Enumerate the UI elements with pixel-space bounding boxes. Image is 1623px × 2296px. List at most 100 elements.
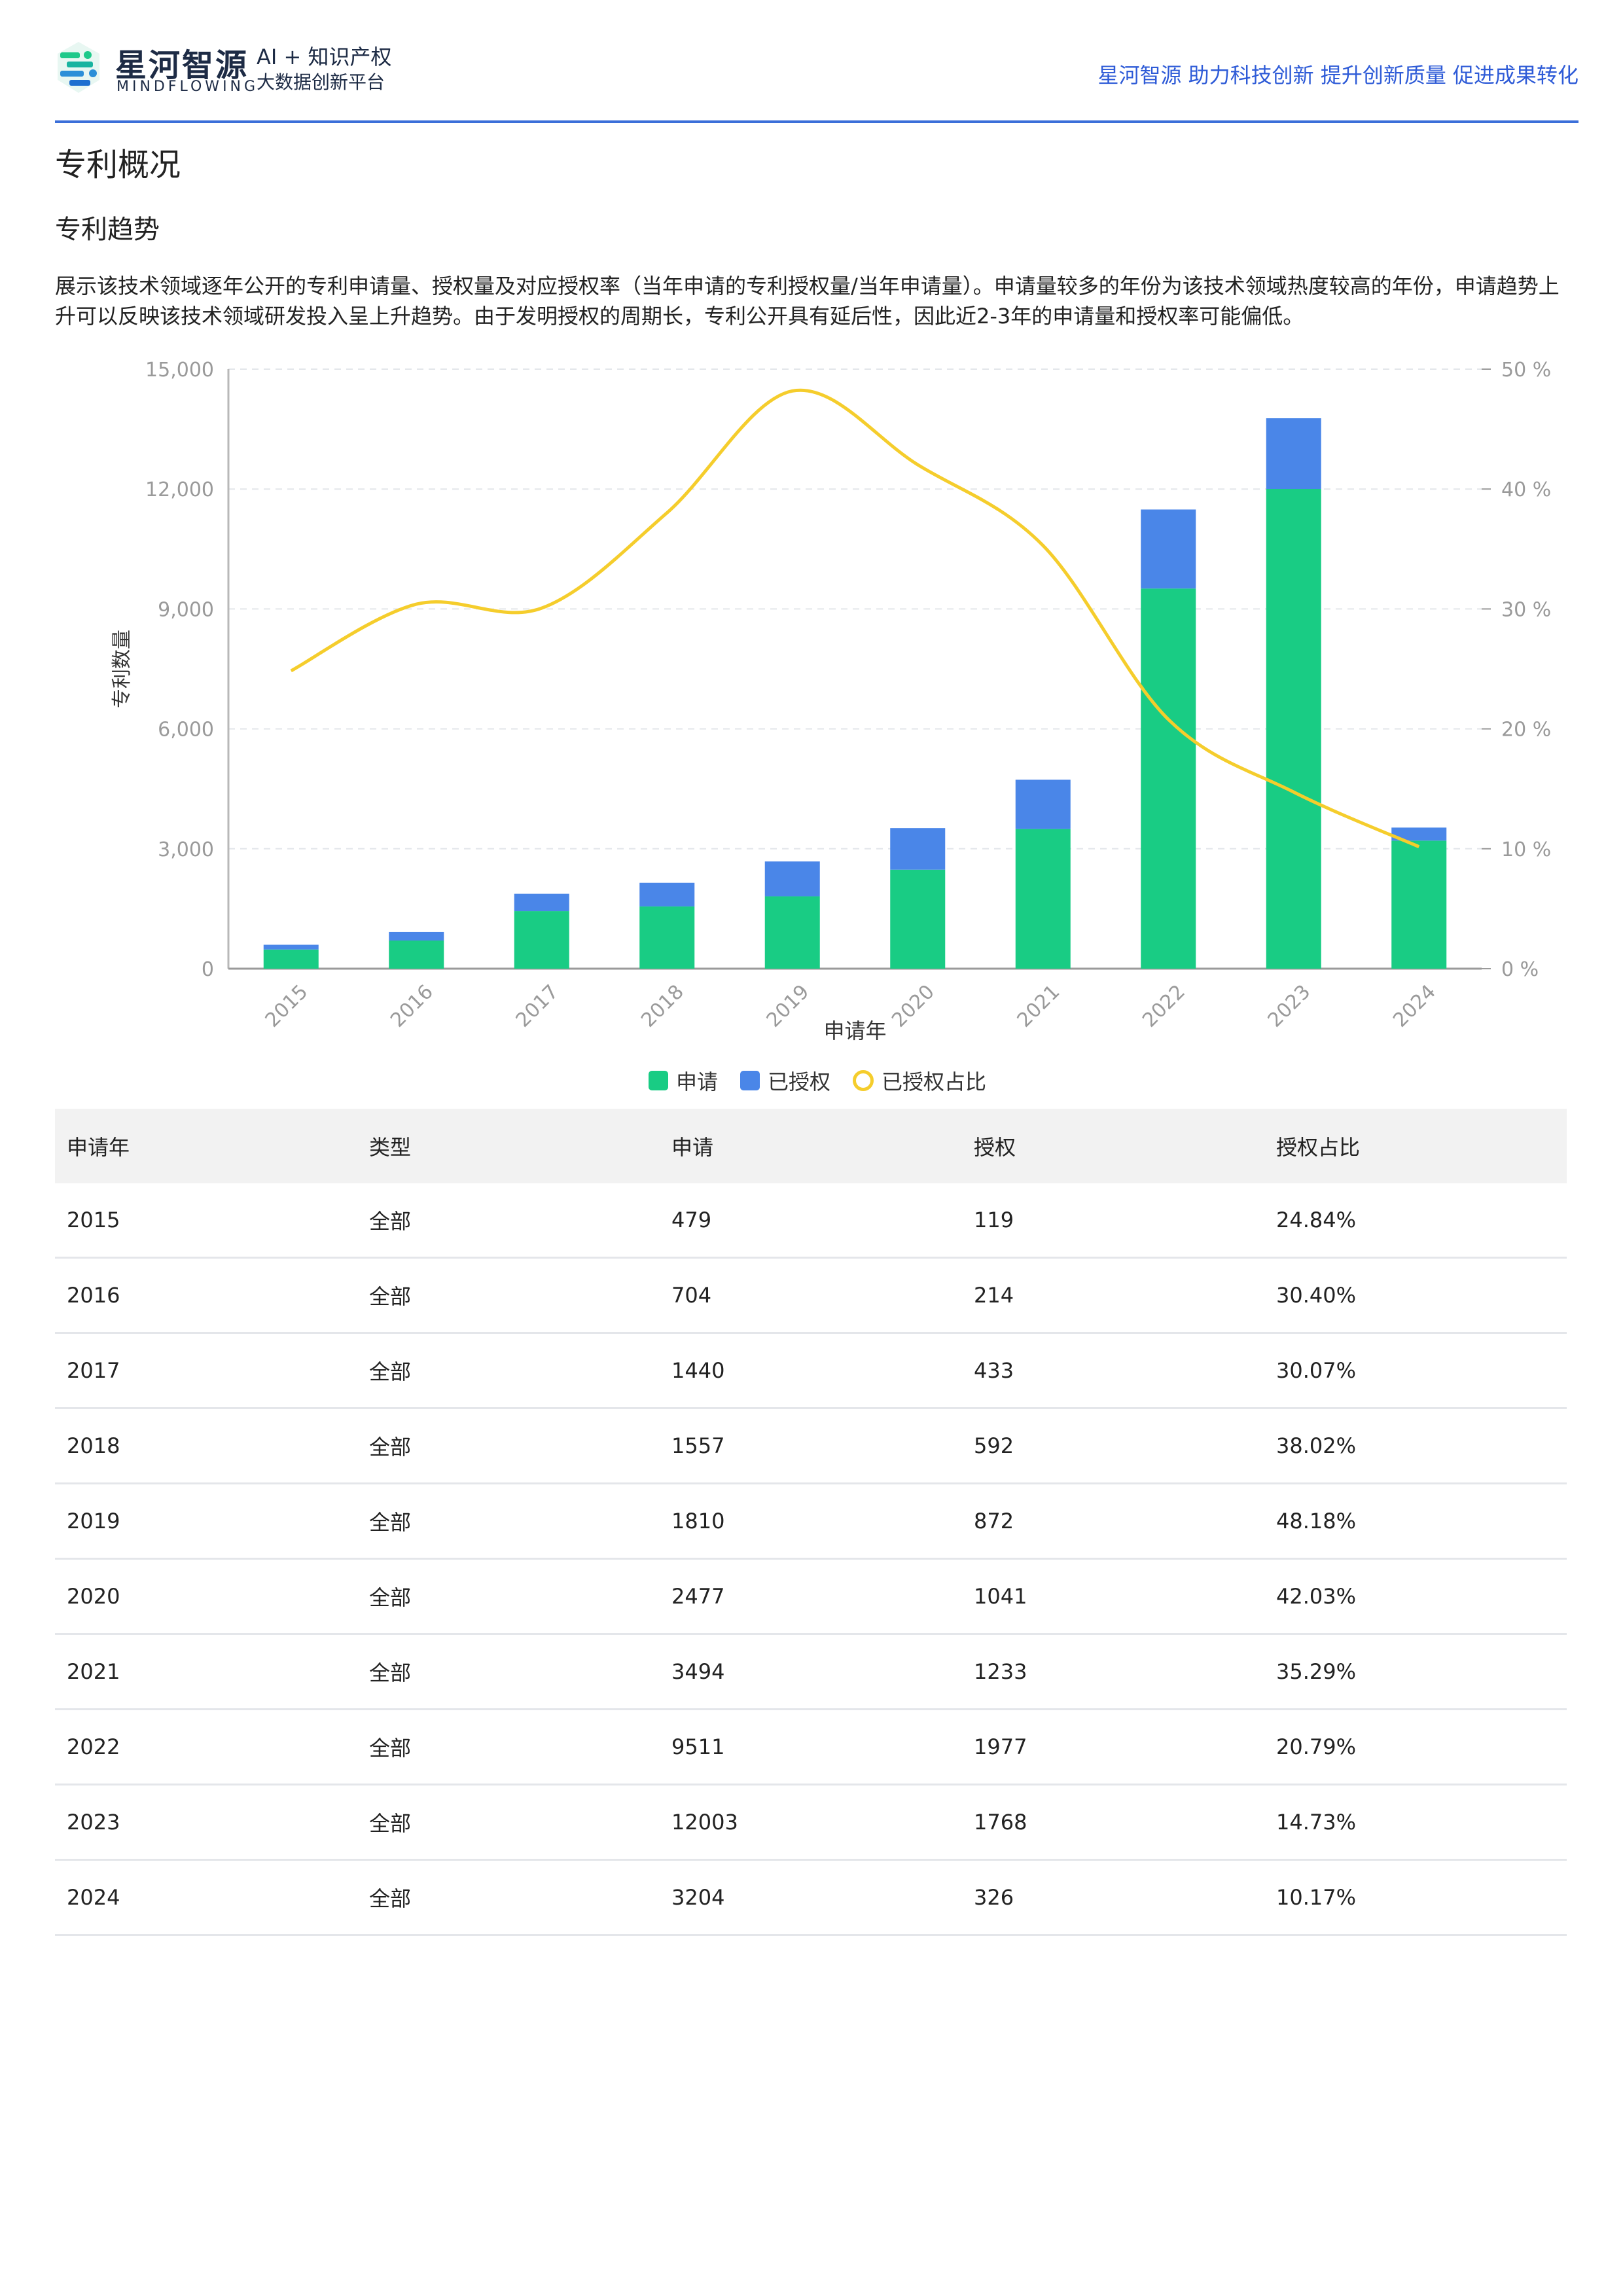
- cell-applications: 12003: [660, 1784, 962, 1861]
- table-row: 2024 全部 3204 326 10.17%: [55, 1859, 1567, 1936]
- cell-grants: 1041: [962, 1558, 1264, 1635]
- y2-tick-label: 20 %: [1501, 719, 1551, 742]
- chart-canvas: 0 3,000 6,000 9,000 12,000 15,000 0 % 10 % 20 % 3…: [111, 359, 1551, 1043]
- y2-tick-label: 10 %: [1501, 838, 1551, 861]
- bar-apply: [890, 869, 946, 969]
- cell-applications: 3494: [660, 1634, 962, 1710]
- x-tick-label: 2021: [1013, 980, 1065, 1032]
- legend-swatch-grant-ratio: [853, 1070, 874, 1091]
- bar-apply: [1266, 489, 1321, 969]
- cell-type: 全部: [357, 1408, 660, 1484]
- table-body: 2015 全部 479 119 24.84% 2016 全部 704 214 30.40% 2017…: [55, 1183, 1567, 1936]
- bar-granted: [263, 944, 319, 950]
- cell-grants: 433: [962, 1333, 1264, 1409]
- bar-granted: [1391, 827, 1447, 841]
- patent-trend-chart: 0 3,000 6,000 9,000 12,000 15,000 0 % 10 % 20 % 3…: [55, 347, 1580, 1113]
- cell-applications: 1440: [660, 1333, 962, 1409]
- bar-granted: [1015, 780, 1071, 829]
- y-tick-label: 9,000: [158, 598, 214, 621]
- y2-tick-label: 0 %: [1501, 958, 1539, 981]
- cell-year: 2022: [55, 1709, 357, 1785]
- cell-grants: 872: [962, 1483, 1264, 1560]
- cell-year: 2019: [55, 1483, 357, 1560]
- cell-grant-ratio: 38.02%: [1264, 1408, 1567, 1484]
- cell-type: 全部: [357, 1558, 660, 1635]
- cell-applications: 3204: [660, 1859, 962, 1936]
- bar-apply: [1391, 840, 1447, 969]
- column-header-year: 申请年: [55, 1109, 357, 1183]
- bar-apply: [389, 941, 444, 969]
- x-tick-label: 2022: [1138, 980, 1190, 1032]
- table-row: 2022 全部 9511 1977 20.79%: [55, 1709, 1567, 1785]
- bar-granted: [1266, 418, 1321, 490]
- legend-item-grant-ratio[interactable]: 已授权占比: [853, 1066, 986, 1096]
- section-description: 展示该技术领域逐年公开的专利申请量、授权量及对应授权率（当年申请的专利授权量/当…: [55, 274, 1560, 329]
- bar-granted: [1141, 509, 1196, 589]
- table-row: 2015 全部 479 119 24.84%: [55, 1183, 1567, 1259]
- x-tick-label: 2019: [762, 980, 814, 1032]
- bar-granted: [764, 861, 820, 897]
- cell-applications: 1810: [660, 1483, 962, 1560]
- legend-swatch-apply: [648, 1071, 668, 1090]
- cell-grants: 1977: [962, 1709, 1264, 1785]
- bar-apply: [1141, 588, 1196, 969]
- table-row: 2021 全部 3494 1233 35.29%: [55, 1634, 1567, 1710]
- cell-grant-ratio: 42.03%: [1264, 1558, 1567, 1635]
- header-slogan: 星河智源 助力科技创新 提升创新质量 促进成果转化: [1097, 63, 1578, 88]
- cell-year: 2023: [55, 1784, 357, 1861]
- bar-apply: [1015, 829, 1071, 969]
- cell-type: 全部: [357, 1333, 660, 1409]
- cell-grants: 1768: [962, 1784, 1264, 1861]
- cell-grant-ratio: 24.84%: [1264, 1183, 1567, 1259]
- cell-type: 全部: [357, 1257, 660, 1334]
- section-title: 专利概况: [55, 147, 181, 183]
- tagline-secondary: 大数据创新平台: [257, 71, 385, 93]
- y2-tick-label: 40 %: [1501, 478, 1551, 501]
- cell-type: 全部: [357, 1483, 660, 1560]
- x-tick-label: 2024: [1389, 980, 1440, 1032]
- table-row: 2023 全部 12003 1768 14.73%: [55, 1784, 1567, 1861]
- bar-apply: [263, 949, 319, 969]
- y-tick-label: 0: [202, 958, 214, 981]
- cell-grants: 326: [962, 1859, 1264, 1936]
- legend-label-granted: 已授权: [767, 1069, 830, 1094]
- legend-item-granted[interactable]: 已授权: [740, 1066, 830, 1096]
- y2-tick-label: 50 %: [1501, 359, 1551, 382]
- brand-name-cn: 星河智源: [115, 47, 249, 84]
- page-header: 星河智源 MINDFLOWING AI + 知识产权 大数据创新平台 星河智源 …: [55, 38, 1578, 122]
- cell-type: 全部: [357, 1634, 660, 1710]
- cell-grant-ratio: 10.17%: [1264, 1859, 1567, 1936]
- cell-applications: 2477: [660, 1558, 962, 1635]
- cell-applications: 704: [660, 1257, 962, 1334]
- legend-label-grant-ratio: 已授权占比: [882, 1069, 987, 1094]
- x-tick-label: 2020: [887, 980, 939, 1032]
- cell-year: 2018: [55, 1408, 357, 1484]
- cell-grant-ratio: 35.29%: [1264, 1634, 1567, 1710]
- bar-granted: [890, 828, 946, 870]
- cell-type: 全部: [357, 1183, 660, 1259]
- bar-granted: [514, 893, 569, 912]
- cell-grants: 592: [962, 1408, 1264, 1484]
- bar-apply: [764, 896, 820, 969]
- bar-apply: [639, 906, 695, 969]
- cell-year: 2021: [55, 1634, 357, 1710]
- cell-type: 全部: [357, 1709, 660, 1785]
- x-axis-title: 申请年: [823, 1018, 886, 1043]
- table-row: 2018 全部 1557 592 38.02%: [55, 1408, 1567, 1484]
- y-axis-title: 专利数量: [111, 630, 134, 708]
- x-tick-label: 2015: [261, 980, 313, 1032]
- legend-item-apply[interactable]: 申请: [648, 1066, 718, 1096]
- cell-grant-ratio: 30.40%: [1264, 1257, 1567, 1334]
- mindflowing-logo-icon: [58, 42, 99, 93]
- x-tick-label: 2016: [386, 980, 438, 1032]
- column-header-grant-ratio: 授权占比: [1264, 1109, 1567, 1183]
- cell-grant-ratio: 30.07%: [1264, 1333, 1567, 1409]
- table-header-row: 申请年 类型 申请 授权 授权占比: [55, 1109, 1567, 1183]
- bar-granted: [389, 931, 444, 941]
- cell-year: 2024: [55, 1859, 357, 1936]
- bar-apply: [514, 911, 569, 969]
- brand-name-en: MINDFLOWING: [116, 79, 259, 95]
- y2-tick-label: 30 %: [1501, 598, 1551, 621]
- header-divider: [55, 120, 1578, 123]
- cell-year: 2020: [55, 1558, 357, 1635]
